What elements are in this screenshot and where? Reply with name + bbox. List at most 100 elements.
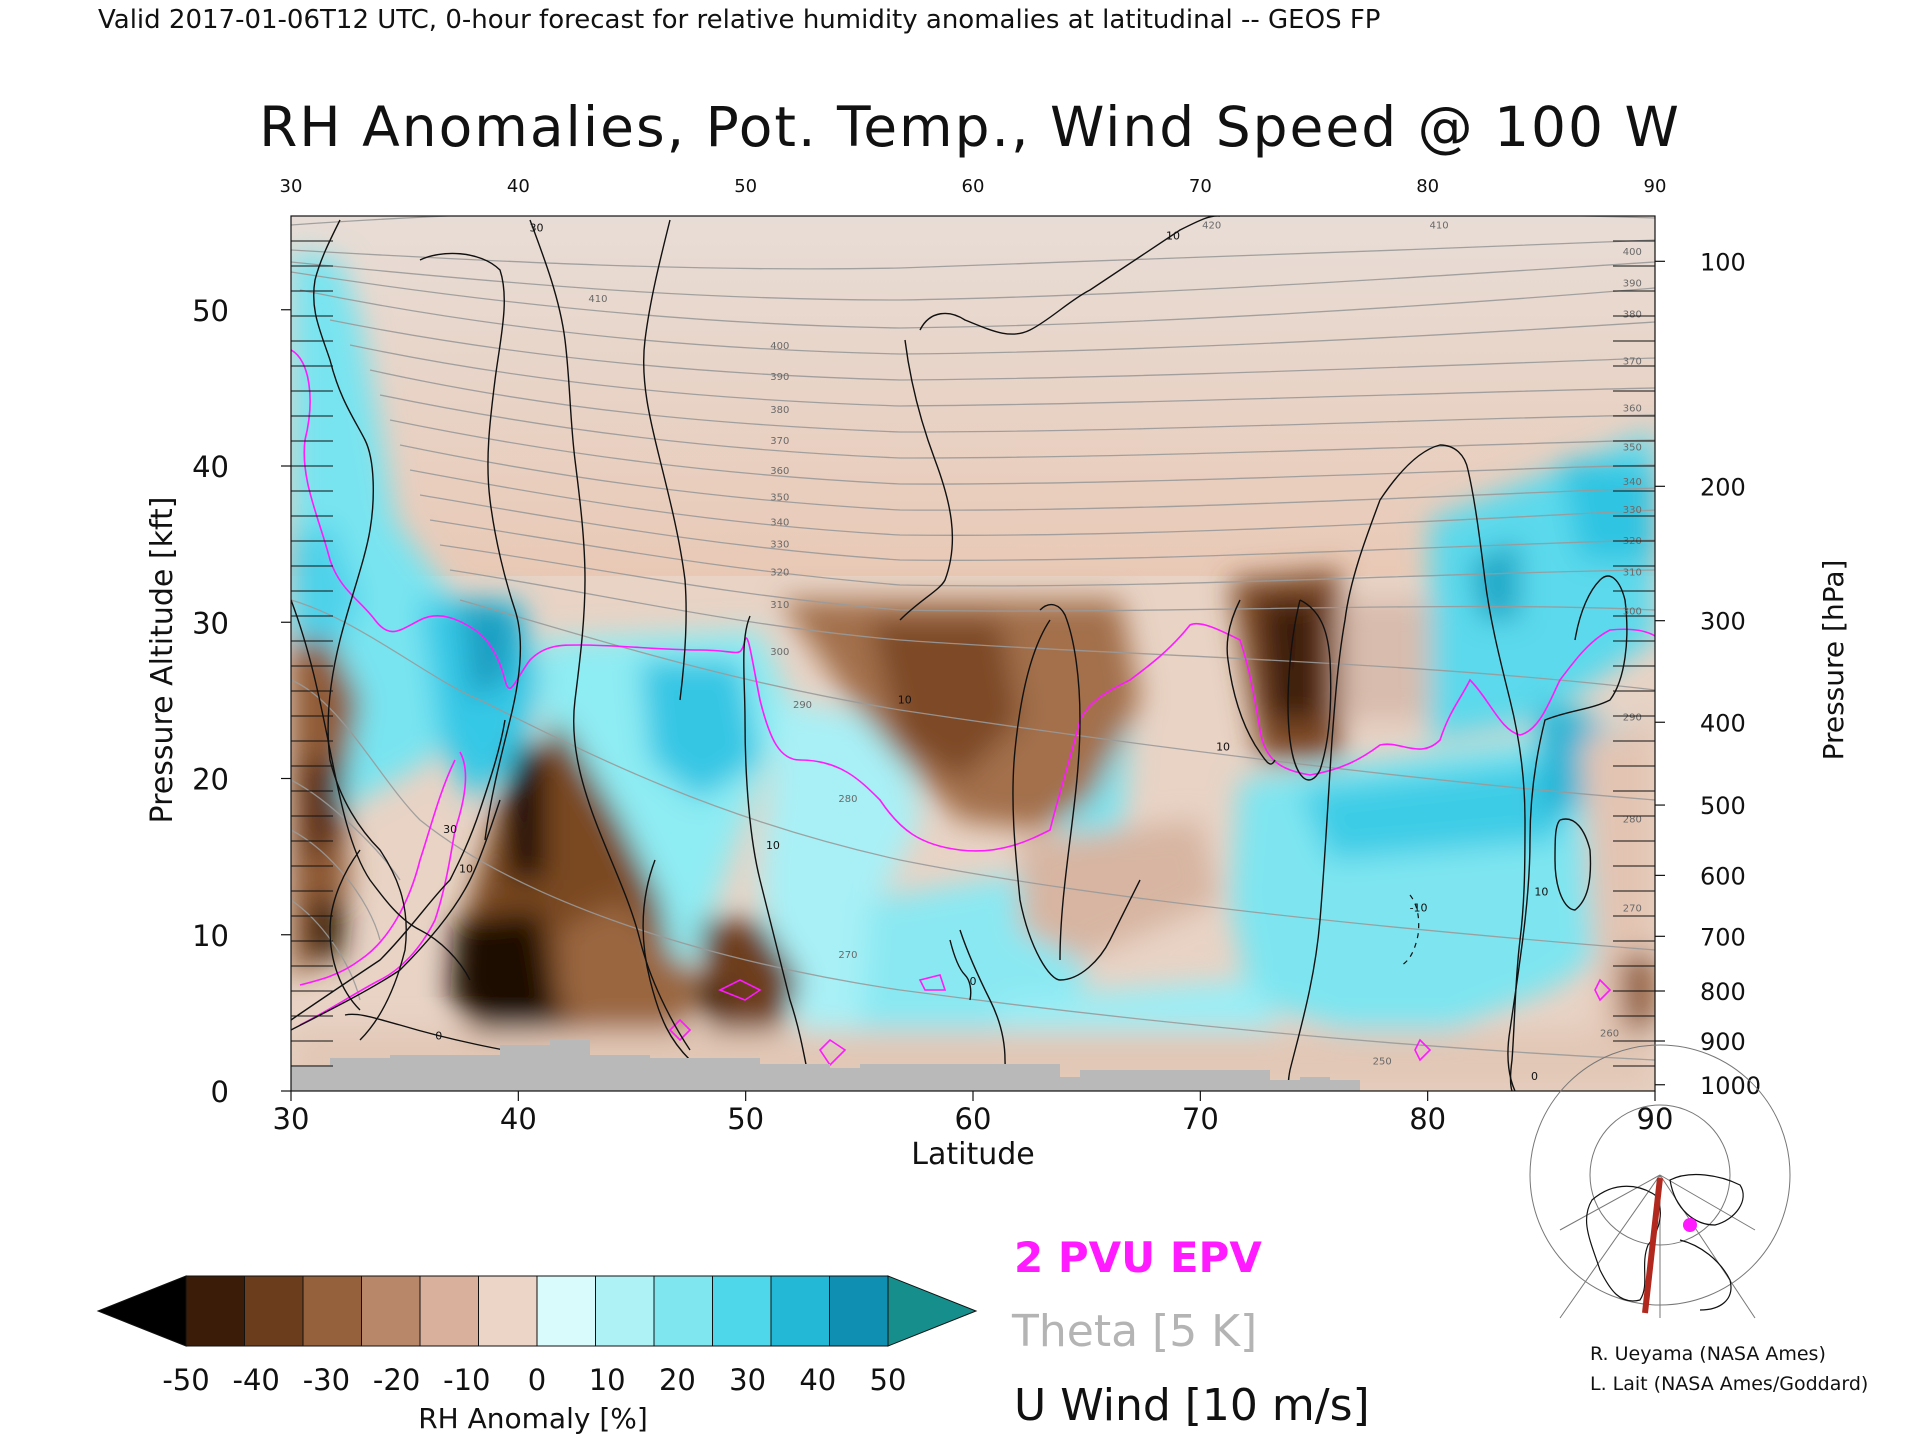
pressure-tick-label: 800: [1700, 978, 1746, 1006]
x-tick-label: 80: [1409, 1102, 1446, 1136]
colorbar-min-arrow: [96, 1275, 187, 1347]
colorbar-segment: [302, 1275, 362, 1347]
theta-label: 370: [770, 436, 789, 447]
wind-label: -10: [1410, 901, 1428, 914]
wind-label: 30: [443, 823, 457, 836]
theta-label: 280: [1623, 814, 1642, 825]
theta-label: 320: [770, 567, 789, 578]
colorbar-segment: [244, 1275, 304, 1347]
location-marker: [1683, 1218, 1697, 1232]
theta-label: 310: [770, 600, 789, 611]
x-axis-top: 30 40 50 60 70 80 90: [280, 176, 1667, 197]
colorbar-segment: [536, 1275, 596, 1347]
legend-u-wind: U Wind [10 m/s]: [1014, 1380, 1370, 1431]
theta-label: 290: [1623, 713, 1642, 724]
colorbar-tick-label: 30: [729, 1363, 766, 1397]
colorbar: -50 -40 -30 -20 -10 0 10 20 30 40 50: [96, 1275, 978, 1397]
x-tick-label: 50: [727, 1102, 764, 1136]
wind-label: 10: [898, 694, 912, 707]
x-axis-label: Latitude: [911, 1137, 1034, 1172]
theta-label: 300: [1623, 606, 1642, 617]
credit-line-2: L. Lait (NASA Ames/Goddard): [1590, 1373, 1868, 1395]
wind-label: 10: [766, 839, 780, 852]
theta-label: 270: [1623, 903, 1642, 914]
colorbar-tick-label: -50: [162, 1363, 209, 1397]
colorbar-tick-label: 0: [528, 1363, 546, 1397]
colorbar-tick-label: -40: [233, 1363, 280, 1397]
x-tick-label: 40: [500, 1102, 537, 1136]
x-top-tick-label: 40: [507, 176, 530, 197]
x-top-tick-label: 90: [1644, 176, 1667, 197]
colorbar-tick-label: 50: [870, 1363, 907, 1397]
colorbar-segment: [829, 1275, 889, 1347]
locator-map: [1529, 1044, 1791, 1319]
colorbar-segment: [419, 1275, 479, 1347]
y-axis: 0 10 20 30 40 50: [192, 294, 291, 1109]
x-top-tick-label: 80: [1416, 176, 1439, 197]
theta-label: 250: [1373, 1056, 1392, 1067]
pressure-tick-label: 700: [1700, 923, 1746, 951]
theta-label: 360: [770, 466, 789, 477]
terrain-mask: [291, 1040, 1360, 1091]
x-top-tick-label: 30: [280, 176, 303, 197]
wind-label: 10: [1534, 886, 1548, 899]
theta-label: 370: [1623, 356, 1642, 367]
theta-label: 380: [770, 405, 789, 416]
x-top-tick-label: 60: [962, 176, 985, 197]
chart-title: RH Anomalies, Pot. Temp., Wind Speed @ 1…: [259, 95, 1681, 159]
colorbar-tick-label: 10: [589, 1363, 626, 1397]
pressure-tick-label: 900: [1700, 1028, 1746, 1056]
theta-label: 330: [770, 539, 789, 550]
wind-label: 0: [435, 1029, 442, 1042]
wind-label: 10: [1216, 740, 1230, 753]
rh-anomaly-field: [291, 216, 1655, 1091]
x-top-tick-label: 50: [734, 176, 757, 197]
theta-label: 290: [793, 700, 812, 711]
theta-label: 310: [1623, 567, 1642, 578]
theta-label: 410: [588, 294, 607, 305]
theta-label: 260: [1600, 1028, 1619, 1039]
colorbar-tick-label: 20: [659, 1363, 696, 1397]
colorbar-segment: [361, 1275, 421, 1347]
legend-epv: 2 PVU EPV: [1014, 1233, 1262, 1282]
cross-section-line: [1642, 1177, 1663, 1314]
wind-label: 10: [459, 862, 473, 875]
colorbar-tick-label: -30: [303, 1363, 350, 1397]
pressure-tick-label: 600: [1700, 862, 1746, 890]
theta-label: 330: [1623, 505, 1642, 516]
colorbar-tick-label: -10: [443, 1363, 490, 1397]
y-tick-label: 20: [192, 763, 229, 797]
pressure-tick-label: 1000: [1700, 1072, 1761, 1100]
colorbar-tick-label: -20: [373, 1363, 420, 1397]
theta-contour-labels: 410 400 390 380 370 360 350 340 330 320 310 300 290 2…: [588, 221, 1641, 1068]
x-tick-label: 30: [273, 1102, 310, 1136]
colorbar-tick-label: 40: [799, 1363, 836, 1397]
x-axis: 30 40 50 60 70 80 90: [273, 1091, 1674, 1136]
theta-label: 380: [1623, 310, 1642, 321]
pressure-axis: 100 200 300 400 500 600 700 800 900 1000: [1655, 248, 1761, 1100]
theta-label: 390: [1623, 278, 1642, 289]
theta-label: 410: [1429, 221, 1448, 232]
wind-label: 30: [530, 222, 544, 235]
colorbar-segment: [770, 1275, 830, 1347]
theta-label: 340: [1623, 477, 1642, 488]
pressure-tick-label: 300: [1700, 608, 1746, 636]
colorbar-segment: [478, 1275, 538, 1347]
colorbar-max-arrow: [887, 1275, 978, 1347]
y-tick-label: 30: [192, 606, 229, 640]
pressure-tick-label: 200: [1700, 473, 1746, 501]
legend-theta: Theta [5 K]: [1011, 1306, 1257, 1357]
pressure-tick-label: 100: [1700, 248, 1746, 276]
colorbar-segment: [185, 1275, 245, 1347]
x-tick-label: 90: [1637, 1102, 1674, 1136]
theta-label: 420: [1202, 221, 1221, 232]
pressure-axis-label: Pressure [hPa]: [1817, 560, 1850, 761]
y-tick-label: 0: [211, 1075, 229, 1109]
theta-label: 350: [770, 492, 789, 503]
x-tick-label: 70: [1182, 1102, 1219, 1136]
theta-label: 360: [1623, 403, 1642, 414]
valid-time-line: Valid 2017-01-06T12 UTC, 0-hour forecast…: [98, 5, 1380, 35]
y-axis-label: Pressure Altitude [kft]: [145, 497, 180, 824]
wind-contour-labels: 30 10 30 10 10 0 0 10 10 10 -10 0: [435, 222, 1548, 1083]
